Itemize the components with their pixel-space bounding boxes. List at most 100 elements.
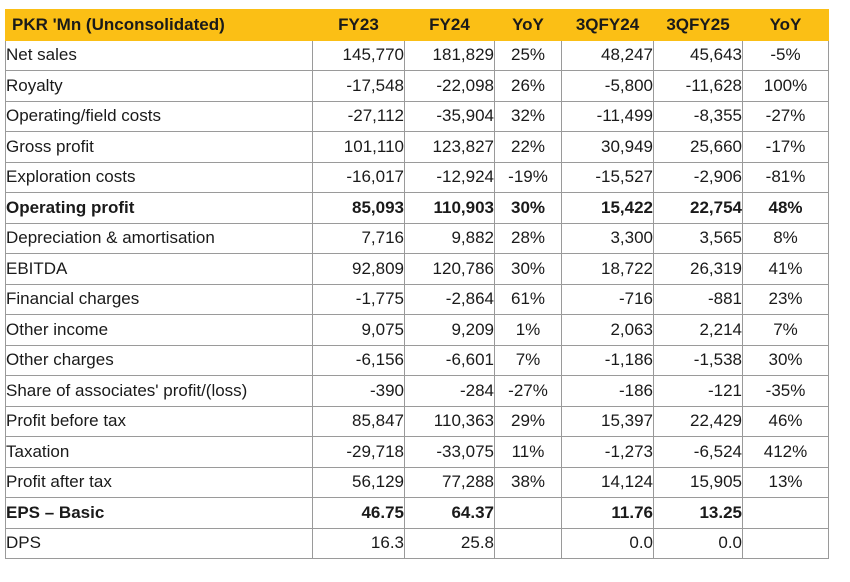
cell-yoy-annual: 32% bbox=[494, 100, 562, 132]
header-label: PKR 'Mn (Unconsolidated) bbox=[5, 9, 313, 41]
table-row: Other charges -6,156 -6,601 7% -1,186 -1,538 3… bbox=[5, 344, 829, 376]
table-row: Operating profit 85,093 110,903 30% 15,422 22… bbox=[5, 192, 829, 224]
cell-3qfy25: -11,628 bbox=[653, 70, 743, 102]
table-row: Royalty -17,548 -22,098 26% -5,800 -11,628 100… bbox=[5, 70, 829, 102]
cell-fy23: -1,775 bbox=[312, 283, 405, 315]
cell-fy24: -2,864 bbox=[404, 283, 495, 315]
cell-fy23: -17,548 bbox=[312, 70, 405, 102]
cell-yoy-quarterly: 48% bbox=[742, 192, 829, 224]
cell-fy24: -284 bbox=[404, 375, 495, 407]
cell-3qfy24: -1,186 bbox=[561, 344, 654, 376]
cell-3qfy25: -6,524 bbox=[653, 436, 743, 468]
row-label: Royalty bbox=[5, 70, 313, 102]
cell-yoy-quarterly: -5% bbox=[742, 39, 829, 71]
cell-yoy-annual: -27% bbox=[494, 375, 562, 407]
cell-fy23: -390 bbox=[312, 375, 405, 407]
table-row: EPS – Basic 46.75 64.37 11.76 13.25 bbox=[5, 497, 829, 529]
row-label: Other charges bbox=[5, 344, 313, 376]
row-label: Other income bbox=[5, 314, 313, 346]
cell-yoy-annual bbox=[494, 497, 562, 529]
cell-yoy-quarterly: -17% bbox=[742, 131, 829, 163]
cell-yoy-quarterly: 30% bbox=[742, 344, 829, 376]
cell-fy23: 16.3 bbox=[312, 527, 405, 559]
cell-yoy-annual: 30% bbox=[494, 192, 562, 224]
cell-fy23: -6,156 bbox=[312, 344, 405, 376]
cell-fy23: 46.75 bbox=[312, 497, 405, 529]
cell-3qfy25: -2,906 bbox=[653, 161, 743, 193]
cell-3qfy24: 11.76 bbox=[561, 497, 654, 529]
cell-3qfy25: 45,643 bbox=[653, 39, 743, 71]
cell-yoy-quarterly bbox=[742, 527, 829, 559]
row-label: DPS bbox=[5, 527, 313, 559]
cell-3qfy24: -5,800 bbox=[561, 70, 654, 102]
cell-3qfy24: 0.0 bbox=[561, 527, 654, 559]
cell-yoy-quarterly: 412% bbox=[742, 436, 829, 468]
cell-3qfy24: 3,300 bbox=[561, 222, 654, 254]
cell-yoy-annual: 28% bbox=[494, 222, 562, 254]
cell-3qfy24: 2,063 bbox=[561, 314, 654, 346]
cell-3qfy25: 3,565 bbox=[653, 222, 743, 254]
cell-yoy-annual: 30% bbox=[494, 253, 562, 285]
cell-fy24: -33,075 bbox=[404, 436, 495, 468]
row-label: Exploration costs bbox=[5, 161, 313, 193]
cell-yoy-quarterly bbox=[742, 497, 829, 529]
cell-fy23: 92,809 bbox=[312, 253, 405, 285]
cell-3qfy25: 26,319 bbox=[653, 253, 743, 285]
row-label: EPS – Basic bbox=[5, 497, 313, 529]
cell-fy24: 110,363 bbox=[404, 405, 495, 437]
cell-yoy-quarterly: 23% bbox=[742, 283, 829, 315]
table-row: DPS 16.3 25.8 0.0 0.0 bbox=[5, 527, 829, 559]
row-label: Depreciation & amortisation bbox=[5, 222, 313, 254]
row-label: Financial charges bbox=[5, 283, 313, 315]
cell-3qfy24: 14,124 bbox=[561, 466, 654, 498]
cell-yoy-quarterly: -81% bbox=[742, 161, 829, 193]
cell-fy23: -16,017 bbox=[312, 161, 405, 193]
cell-3qfy24: 30,949 bbox=[561, 131, 654, 163]
cell-3qfy25: 22,429 bbox=[653, 405, 743, 437]
table-row: Profit after tax 56,129 77,288 38% 14,124 15,… bbox=[5, 466, 829, 498]
cell-fy24: -6,601 bbox=[404, 344, 495, 376]
table-row: Taxation -29,718 -33,075 11% -1,273 -6,524 412… bbox=[5, 436, 829, 468]
cell-3qfy25: 2,214 bbox=[653, 314, 743, 346]
cell-3qfy25: -881 bbox=[653, 283, 743, 315]
cell-3qfy25: -8,355 bbox=[653, 100, 743, 132]
table-row: Gross profit 101,110 123,827 22% 30,949 25,66… bbox=[5, 131, 829, 163]
cell-yoy-annual: 29% bbox=[494, 405, 562, 437]
cell-fy24: 120,786 bbox=[404, 253, 495, 285]
cell-fy24: -35,904 bbox=[404, 100, 495, 132]
financial-table: PKR 'Mn (Unconsolidated) FY23 FY24 YoY 3… bbox=[5, 9, 829, 559]
cell-fy24: -22,098 bbox=[404, 70, 495, 102]
cell-3qfy24: 15,397 bbox=[561, 405, 654, 437]
table-row: Exploration costs -16,017 -12,924 -19% -15,5… bbox=[5, 161, 829, 193]
cell-3qfy25: 0.0 bbox=[653, 527, 743, 559]
cell-3qfy25: 25,660 bbox=[653, 131, 743, 163]
cell-yoy-annual: 7% bbox=[494, 344, 562, 376]
cell-fy23: -29,718 bbox=[312, 436, 405, 468]
table-row: Net sales 145,770 181,829 25% 48,247 45,643 -5… bbox=[5, 39, 829, 71]
cell-fy23: 9,075 bbox=[312, 314, 405, 346]
table-row: Operating/field costs -27,112 -35,904 32% -1… bbox=[5, 100, 829, 132]
cell-yoy-annual: 26% bbox=[494, 70, 562, 102]
row-label: Gross profit bbox=[5, 131, 313, 163]
cell-fy23: -27,112 bbox=[312, 100, 405, 132]
cell-fy24: 25.8 bbox=[404, 527, 495, 559]
cell-fy24: -12,924 bbox=[404, 161, 495, 193]
cell-3qfy25: 22,754 bbox=[653, 192, 743, 224]
cell-fy23: 7,716 bbox=[312, 222, 405, 254]
cell-3qfy24: -15,527 bbox=[561, 161, 654, 193]
row-label: Share of associates' profit/(loss) bbox=[5, 375, 313, 407]
cell-3qfy24: 18,722 bbox=[561, 253, 654, 285]
cell-yoy-quarterly: -27% bbox=[742, 100, 829, 132]
cell-3qfy24: -716 bbox=[561, 283, 654, 315]
cell-3qfy25: 15,905 bbox=[653, 466, 743, 498]
cell-fy24: 9,209 bbox=[404, 314, 495, 346]
cell-3qfy25: -121 bbox=[653, 375, 743, 407]
cell-3qfy24: 15,422 bbox=[561, 192, 654, 224]
cell-fy24: 123,827 bbox=[404, 131, 495, 163]
row-label: Net sales bbox=[5, 39, 313, 71]
table-row: Financial charges -1,775 -2,864 61% -716 -881… bbox=[5, 283, 829, 315]
cell-fy23: 56,129 bbox=[312, 466, 405, 498]
cell-yoy-annual: 1% bbox=[494, 314, 562, 346]
header-fy24: FY24 bbox=[404, 9, 495, 41]
table-row: Profit before tax 85,847 110,363 29% 15,397 2… bbox=[5, 405, 829, 437]
